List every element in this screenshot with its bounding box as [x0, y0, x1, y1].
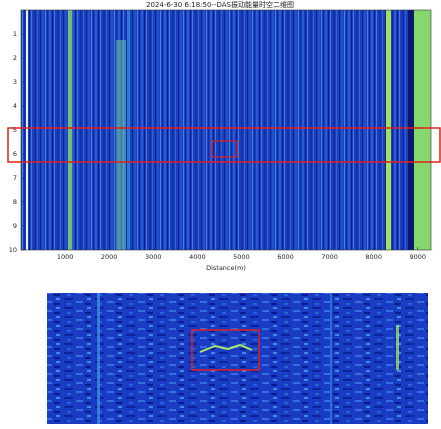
x-tick-label: 1000	[57, 253, 74, 261]
zoom-view	[47, 293, 428, 424]
heat-band	[26, 10, 28, 250]
x-tick-label: 7000	[321, 253, 338, 261]
x-tick-label: 4000	[189, 253, 206, 261]
y-tick-label: 4	[13, 102, 17, 110]
heat-band	[414, 10, 431, 250]
y-tick-label: 9	[13, 222, 17, 230]
axes: 1000 2000 3000 4000 5000 6000 7000 8000 9000 1 2 3 4…	[9, 30, 426, 261]
y-tick-label: 1	[13, 30, 17, 38]
y-tick-label: 2	[13, 54, 17, 62]
zoom-feature	[199, 343, 253, 353]
heatmap-field	[21, 10, 431, 250]
y-tick-label: 7	[13, 174, 17, 182]
y-tick-label: 5	[13, 126, 17, 134]
zoom-band	[330, 293, 332, 424]
y-tick-label: 6	[13, 150, 17, 158]
zoom-band	[97, 293, 100, 424]
heat-band	[68, 10, 72, 250]
x-tick-label: 3000	[145, 253, 162, 261]
y-tick-label: 8	[13, 198, 17, 206]
x-tick-label: 5000	[233, 253, 250, 261]
zoom-field	[47, 293, 428, 424]
highlight-box	[191, 329, 260, 371]
heat-band	[127, 10, 130, 250]
x-tick-label: 9000	[410, 253, 427, 261]
highlight-box	[7, 127, 441, 163]
heat-band	[116, 40, 126, 250]
y-tick-label: 3	[13, 78, 17, 86]
heat-band	[386, 10, 391, 250]
heatmap	[21, 10, 431, 250]
x-tick-label: 8000	[365, 253, 382, 261]
heat-band	[408, 10, 414, 250]
x-tick-label: 6000	[277, 253, 294, 261]
x-axis-label: Distance(m)	[206, 264, 246, 272]
y-tick-label: 10	[9, 246, 17, 254]
highlight-box	[211, 140, 238, 158]
x-tick-label: 2000	[101, 253, 118, 261]
zoom-band	[396, 325, 399, 370]
chart-title: 2024-6-30 6:18:50--DAS振动能量时空二维图	[146, 0, 294, 9]
